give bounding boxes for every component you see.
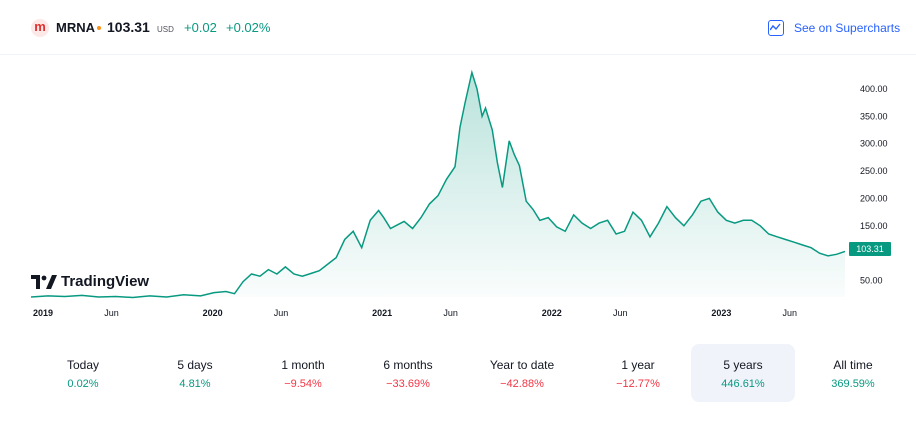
period-change-value: 369.59% <box>831 378 875 390</box>
last-price-axis-badge: 103.31 <box>849 242 891 256</box>
y-tick-label: 400.00 <box>860 84 888 94</box>
period-tab[interactable]: 5 days 4.81% <box>143 344 247 402</box>
x-tick-label: 2021 <box>372 308 392 318</box>
x-tick-label: Jun <box>783 308 798 318</box>
period-change-value: 446.61% <box>721 378 765 390</box>
y-tick-label: 150.00 <box>860 221 888 231</box>
period-label: Year to date <box>489 358 555 372</box>
period-change-value: −33.69% <box>386 378 430 390</box>
period-label: 1 year <box>621 358 655 372</box>
period-change-value: −12.77% <box>616 378 660 390</box>
period-tab[interactable]: 6 months −33.69% <box>356 344 460 402</box>
last-price: 103.31 <box>107 19 150 35</box>
x-tick-label: 2022 <box>542 308 562 318</box>
period-label: 6 months <box>383 358 433 372</box>
x-tick-label: Jun <box>104 308 119 318</box>
x-tick-label: 2023 <box>711 308 731 318</box>
period-tab[interactable]: Today 0.02% <box>31 344 135 402</box>
see-on-supercharts-link[interactable]: See on Supercharts <box>768 18 900 38</box>
period-tab[interactable]: All time 369.59% <box>801 344 905 402</box>
x-tick-label: Jun <box>443 308 458 318</box>
performance-periods: Today 0.02% 5 days 4.81% 1 month −9.54% 6 mont… <box>31 344 893 404</box>
y-tick-label: 200.00 <box>860 193 888 203</box>
period-label: 1 month <box>281 358 325 372</box>
price-change-percent: +0.02% <box>226 20 271 35</box>
period-change-value: 4.81% <box>179 378 211 390</box>
period-label: 5 days <box>177 358 213 372</box>
period-change-value: −9.54% <box>284 378 322 390</box>
period-label: 5 years <box>723 358 763 372</box>
period-tab[interactable]: 1 month −9.54% <box>251 344 355 402</box>
period-tab[interactable]: 5 years 446.61% <box>691 344 795 402</box>
period-change-value: 0.02% <box>67 378 99 390</box>
chart-line-icon <box>768 20 784 36</box>
x-tick-label: 2019 <box>33 308 53 318</box>
price-area-fill <box>31 72 845 298</box>
price-line <box>30 69 846 299</box>
y-tick-label: 350.00 <box>860 111 888 121</box>
tradingview-wordmark: TradingView <box>61 273 150 290</box>
company-logo: m <box>31 19 49 37</box>
period-label: All time <box>833 358 873 372</box>
supercharts-label: See on Supercharts <box>794 21 901 35</box>
y-tick-label: 50.00 <box>860 276 883 286</box>
period-tab[interactable]: Year to date −42.88% <box>470 344 574 402</box>
tradingview-mark-icon <box>31 274 57 289</box>
symbol-ticker[interactable]: MRNA <box>56 20 95 35</box>
period-tab[interactable]: 1 year −12.77% <box>586 344 690 402</box>
tradingview-logo[interactable]: TradingView <box>31 273 149 290</box>
period-change-value: −42.88% <box>500 378 544 390</box>
x-tick-label: 2020 <box>203 308 223 318</box>
symbol-header: m MRNA 103.31 USD +0.02 +0.02% See on Su… <box>0 0 916 55</box>
price-change-absolute: +0.02 <box>184 20 217 35</box>
y-tick-label: 250.00 <box>860 166 888 176</box>
x-tick-label: Jun <box>613 308 628 318</box>
period-label: Today <box>66 358 100 372</box>
currency-label: USD <box>157 25 174 34</box>
x-tick-label: Jun <box>274 308 289 318</box>
y-tick-label: 300.00 <box>860 139 888 149</box>
market-status-dot <box>97 26 101 30</box>
